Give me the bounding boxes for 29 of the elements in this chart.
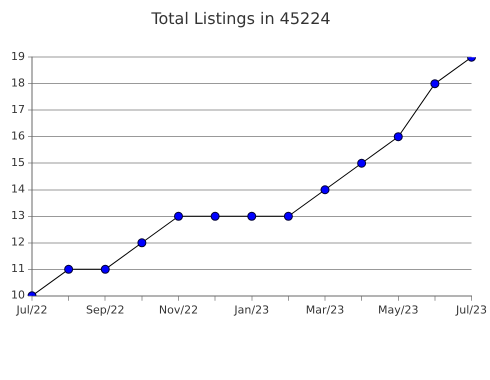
y-tick-label: 11 (10, 262, 25, 276)
point (284, 212, 293, 221)
y-tick-label: 16 (10, 130, 25, 143)
y-tick-label: 15 (10, 156, 25, 170)
y-tick-label: 12 (10, 236, 25, 249)
x-tick-label: Nov/22 (158, 303, 198, 316)
x-tick-label: May/23 (378, 303, 418, 316)
x-tick-label: Mar/23 (306, 303, 344, 316)
point (430, 79, 440, 88)
y-tick-label: 10 (10, 288, 25, 302)
point (174, 212, 183, 221)
point (137, 238, 146, 248)
y-tick-label: 17 (10, 103, 25, 116)
x-tick-label: Sep/22 (86, 303, 124, 316)
y-tick-label: 19 (10, 50, 25, 64)
x-tick-label: Jul/23 (455, 303, 488, 316)
point (394, 132, 403, 142)
point (64, 264, 74, 274)
chart-title: Total Listings in 45224 (150, 8, 331, 28)
y-tick-label: 18 (10, 76, 25, 90)
x-tick-label: Jan/23 (233, 303, 270, 316)
point (100, 264, 110, 274)
point (247, 212, 256, 221)
point (320, 185, 330, 194)
y-tick-label: 14 (10, 182, 25, 196)
point (210, 212, 220, 221)
y-tick-label: 13 (10, 209, 25, 222)
x-tick-label: Jul/22 (16, 303, 48, 316)
point (357, 158, 366, 168)
